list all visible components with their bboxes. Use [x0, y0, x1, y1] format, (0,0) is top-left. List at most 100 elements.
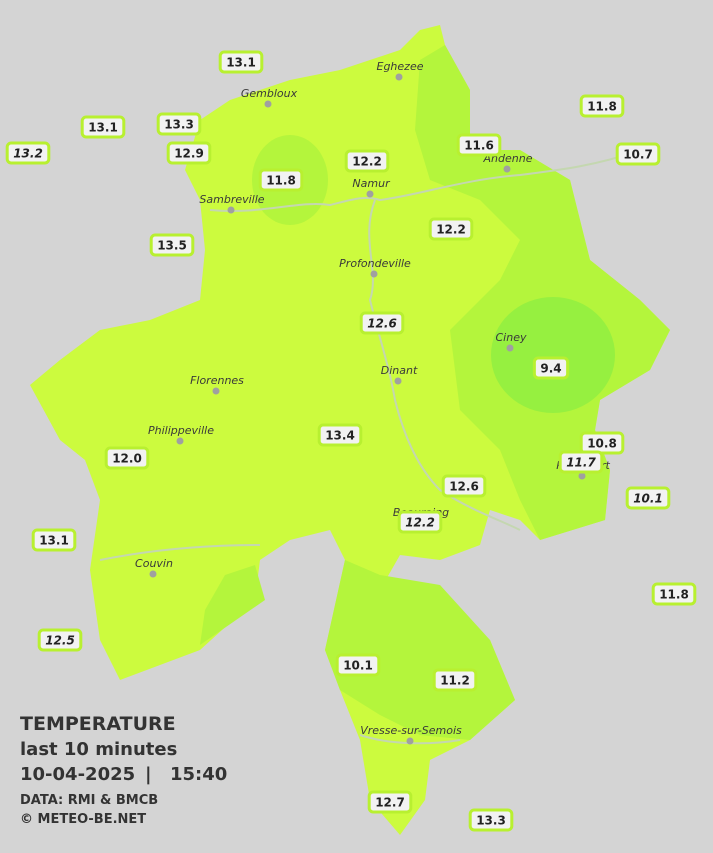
station-value: 12.2: [405, 516, 435, 530]
town-name: Namur: [352, 177, 391, 190]
station-box: [218, 50, 264, 74]
river: [99, 544, 261, 561]
station: 9.4: [532, 356, 570, 380]
stations: 13.1 13.1 13.2 13.3 12.9 11.8 12.2 11.6 11.8 10.7…: [5, 50, 697, 832]
town-dot: [149, 570, 157, 578]
station: 11.8: [258, 168, 304, 192]
cooler-zone-south: [325, 560, 515, 740]
station: 13.3: [156, 112, 202, 136]
station: 12.2: [344, 149, 390, 173]
station: 12.9: [166, 141, 212, 165]
station: 13.1: [31, 528, 77, 552]
station-value: 13.1: [226, 56, 256, 70]
town-dot: [366, 190, 374, 198]
station-box: [428, 217, 474, 241]
station-box: [625, 486, 671, 510]
town-name: Vresse-sur-Semois: [360, 724, 462, 737]
town-dot: [370, 270, 378, 278]
station-box: [31, 528, 77, 552]
station-value: 12.9: [174, 147, 204, 161]
town-dot: [506, 344, 514, 352]
river: [209, 149, 641, 213]
station: 10.1: [625, 486, 671, 510]
station: 12.2: [397, 510, 443, 534]
town-dot: [406, 737, 414, 745]
station: 11.8: [651, 582, 697, 606]
station-value: 13.1: [39, 534, 69, 548]
station-value: 10.1: [343, 659, 373, 673]
station: 11.6: [456, 133, 502, 157]
station: 10.8: [579, 431, 625, 455]
town-dot: [395, 73, 403, 81]
station-box: [432, 668, 478, 692]
station-box: [258, 168, 304, 192]
station-box: [558, 450, 604, 474]
town-dot: [176, 437, 184, 445]
station-box: [335, 653, 381, 677]
station-box: [104, 446, 150, 470]
cooler-zone-sw: [200, 565, 265, 645]
station-value: 12.5: [45, 634, 75, 648]
town-name: Sambreville: [199, 193, 264, 206]
station-value: 11.8: [587, 100, 617, 114]
station-box: [615, 142, 661, 166]
legend-title: TEMPERATURE: [20, 713, 176, 735]
station-box: [156, 112, 202, 136]
town-name: Profondeville: [339, 257, 411, 270]
station-box: [344, 149, 390, 173]
station-box: [532, 356, 570, 380]
legend-time: 15:40: [170, 764, 227, 785]
station-box: [149, 233, 195, 257]
station: 13.4: [317, 423, 363, 447]
station-value: 13.1: [88, 121, 118, 135]
station: 13.1: [80, 115, 126, 139]
town-dot: [227, 206, 235, 214]
station-box: [359, 311, 405, 335]
cooler-zone: [415, 45, 670, 540]
station-value: 11.6: [464, 139, 494, 153]
station: 12.6: [359, 311, 405, 335]
station: 10.1: [335, 653, 381, 677]
station: 10.7: [615, 142, 661, 166]
station: 13.3: [468, 808, 514, 832]
town-name: Eghezee: [377, 60, 424, 73]
town-name: Philippeville: [148, 424, 214, 437]
town-dot: [394, 377, 402, 385]
station-box: [5, 141, 51, 165]
station-value: 11.7: [566, 456, 596, 470]
town-dot: [503, 165, 511, 173]
station-value: 10.7: [623, 148, 653, 162]
station-value: 13.3: [164, 118, 194, 132]
station-box: [80, 115, 126, 139]
station-box: [456, 133, 502, 157]
station-value: 12.7: [375, 796, 405, 810]
station-box: [37, 628, 83, 652]
legend-separator: |: [145, 764, 152, 785]
station: 13.1: [218, 50, 264, 74]
town-name: Florennes: [190, 374, 244, 387]
station: 13.2: [5, 141, 51, 165]
station-box: [397, 510, 443, 534]
town-name: Gembloux: [241, 87, 298, 100]
station-box: [579, 94, 625, 118]
town-dot: [212, 387, 220, 395]
town-dot: [264, 100, 272, 108]
station: 12.6: [441, 474, 487, 498]
cool-core: [491, 297, 615, 413]
station-box: [651, 582, 697, 606]
station-box: [317, 423, 363, 447]
town-name: Couvin: [135, 557, 173, 570]
station-value: 12.2: [436, 223, 466, 237]
town-name: Dinant: [381, 364, 418, 377]
station: 12.2: [428, 217, 474, 241]
station-value: 13.3: [476, 814, 506, 828]
legend-subtitle: last 10 minutes: [20, 739, 177, 760]
station-value: 12.0: [112, 452, 142, 466]
station-value: 11.8: [659, 588, 689, 602]
station-box: [367, 790, 413, 814]
legend-copyright: © METEO-BE.NET: [20, 812, 146, 827]
station-value: 12.2: [352, 155, 382, 169]
town-dot: [578, 472, 586, 480]
